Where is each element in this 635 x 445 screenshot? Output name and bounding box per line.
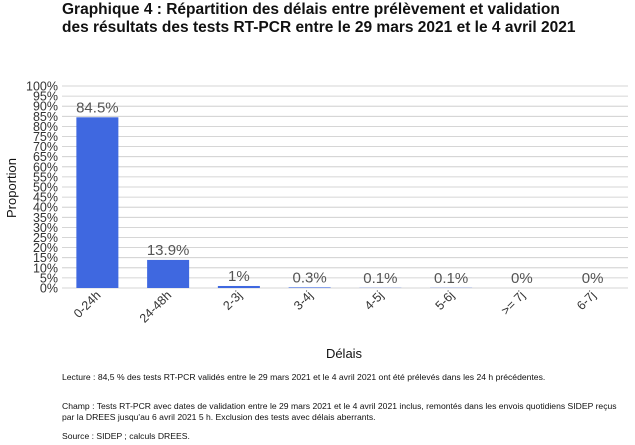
x-tick-label: 3-4j [291, 288, 316, 313]
y-tick-label: 20% [33, 241, 58, 255]
data-label: 0.1% [434, 270, 468, 287]
chart-title-line-1: Graphique 4 : Répartition des délais ent… [62, 1, 560, 18]
y-tick-label: 90% [33, 100, 58, 114]
data-label: 0% [511, 270, 533, 287]
bars [76, 117, 473, 288]
y-tick-label: 5% [40, 271, 58, 285]
y-tick-label: 35% [33, 211, 58, 225]
data-label: 13.9% [147, 242, 190, 259]
x-tick-label: 0-24h [71, 288, 104, 321]
y-axis-label: Proportion [4, 158, 19, 218]
bar-chart: 0%5%10%15%20%25%30%35%40%45%50%55%60%65%… [4, 80, 628, 361]
y-tick-label: 10% [33, 261, 58, 275]
y-tick-label: 60% [33, 160, 58, 174]
y-tick-label: 55% [33, 170, 58, 184]
y-tick-label: 40% [33, 201, 58, 215]
x-tick-label: >= 7j [498, 288, 528, 318]
y-tick-label: 15% [33, 251, 58, 265]
y-tick-label: 80% [33, 120, 58, 134]
reading-note: Lecture : 84,5 % des tests RT-PCR validé… [62, 372, 546, 382]
x-tick-label: 24-48h [137, 288, 174, 325]
x-tick-label: 4-5j [362, 288, 387, 313]
bar [217, 285, 260, 288]
y-tick-label: 25% [33, 231, 58, 245]
data-labels: 84.5% 13.9% 1% 0.3% 0.1% 0.1% 0% 0% [76, 99, 603, 287]
source-note: Source : SIDEP ; calculs DREES. [62, 431, 190, 441]
chart-title: Graphique 4 : Répartition des délais ent… [62, 1, 622, 37]
data-label: 84.5% [76, 99, 119, 116]
y-tick-label: 30% [33, 221, 58, 235]
x-axis-ticks: 0-24h 24-48h 2-3j 3-4j 4-5j 5-6j >= 7j 6-7j [71, 288, 599, 325]
y-tick-label: 95% [33, 90, 58, 104]
y-tick-label: 0% [40, 282, 58, 296]
y-tick-label: 45% [33, 191, 58, 205]
gridlines [62, 85, 628, 289]
bar [288, 287, 331, 288]
y-tick-label: 85% [33, 110, 58, 124]
y-tick-label: 70% [33, 140, 58, 154]
x-tick-label: 5-6j [433, 288, 458, 313]
y-tick-label: 50% [33, 181, 58, 195]
bar [76, 117, 119, 288]
y-tick-label: 75% [33, 130, 58, 144]
data-label: 0% [582, 270, 604, 287]
y-tick-label: 100% [26, 80, 58, 94]
bar [147, 259, 190, 288]
data-label: 1% [228, 268, 250, 285]
y-tick-label: 65% [33, 150, 58, 164]
data-label: 0.3% [293, 269, 327, 286]
chart-title-line-2: des résultats des tests RT-PCR entre le … [62, 19, 576, 36]
x-tick-label: 2-3j [220, 288, 245, 313]
scope-note: Champ : Tests RT-PCR avec dates de valid… [62, 401, 617, 422]
y-axis-ticks: 0%5%10%15%20%25%30%35%40%45%50%55%60%65%… [26, 80, 58, 296]
x-axis-label: Délais [326, 346, 363, 361]
data-label: 0.1% [363, 270, 397, 287]
x-tick-label: 6-7j [574, 288, 599, 313]
